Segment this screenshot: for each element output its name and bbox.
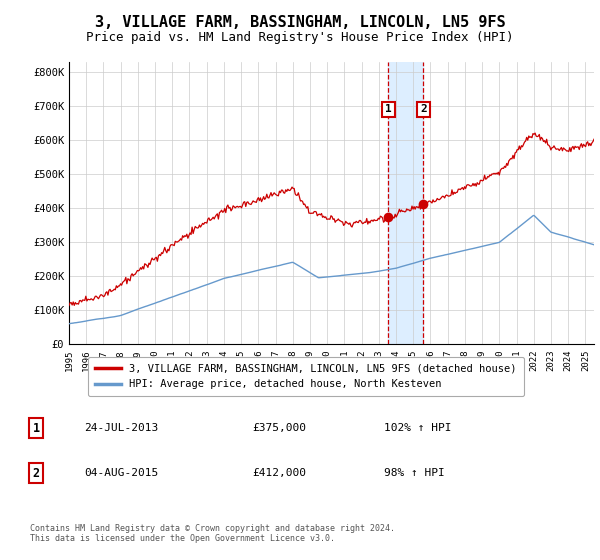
- Text: £412,000: £412,000: [252, 468, 306, 478]
- Text: 1: 1: [385, 104, 392, 114]
- Text: 24-JUL-2013: 24-JUL-2013: [84, 423, 158, 433]
- Text: 04-AUG-2015: 04-AUG-2015: [84, 468, 158, 478]
- Text: 102% ↑ HPI: 102% ↑ HPI: [384, 423, 452, 433]
- Text: 3, VILLAGE FARM, BASSINGHAM, LINCOLN, LN5 9FS: 3, VILLAGE FARM, BASSINGHAM, LINCOLN, LN…: [95, 15, 505, 30]
- Text: Price paid vs. HM Land Registry's House Price Index (HPI): Price paid vs. HM Land Registry's House …: [86, 31, 514, 44]
- Text: 1: 1: [32, 422, 40, 435]
- Text: Contains HM Land Registry data © Crown copyright and database right 2024.
This d: Contains HM Land Registry data © Crown c…: [30, 524, 395, 543]
- Legend: 3, VILLAGE FARM, BASSINGHAM, LINCOLN, LN5 9FS (detached house), HPI: Average pri: 3, VILLAGE FARM, BASSINGHAM, LINCOLN, LN…: [88, 357, 524, 396]
- Text: £375,000: £375,000: [252, 423, 306, 433]
- Text: 2: 2: [32, 466, 40, 480]
- Text: 98% ↑ HPI: 98% ↑ HPI: [384, 468, 445, 478]
- Text: 2: 2: [420, 104, 427, 114]
- Bar: [388, 62, 424, 344]
